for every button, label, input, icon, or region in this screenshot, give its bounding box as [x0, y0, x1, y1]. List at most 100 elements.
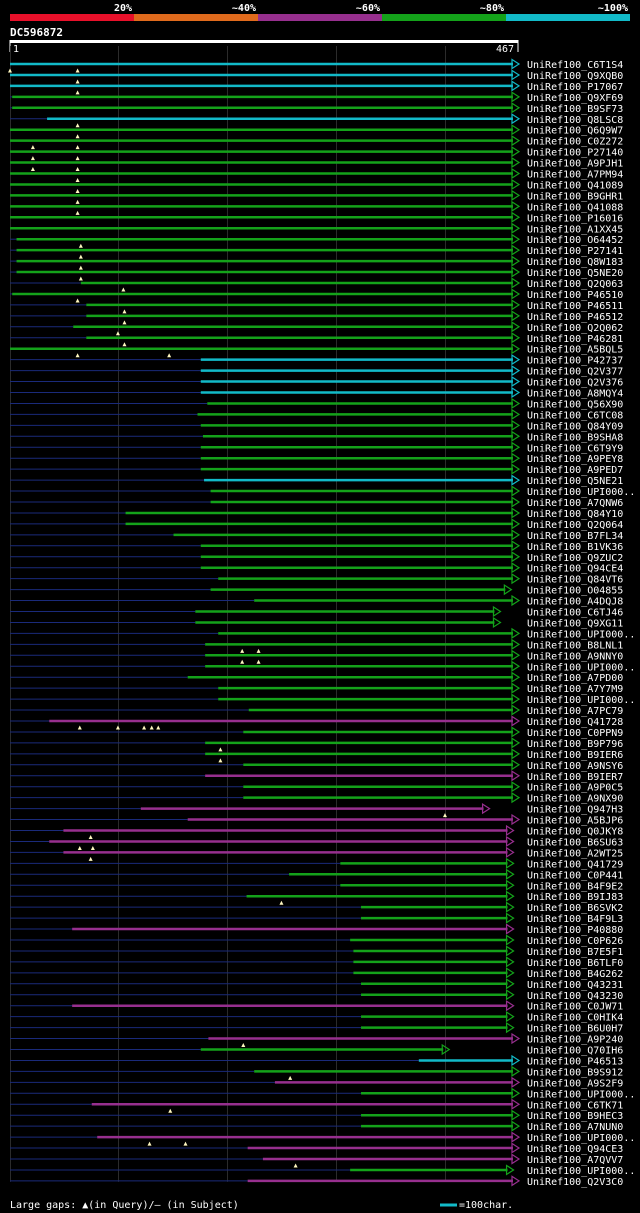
hit-row: UniRef100_A7QNW6 [10, 496, 623, 509]
hit-arrow [511, 58, 521, 70]
hit-label: UniRef100_Q9XF69 [527, 93, 623, 104]
hit-label: UniRef100_P40880 [527, 925, 623, 936]
hit-label: UniRef100_C6T1S4 [527, 60, 623, 71]
hit-row: UniRef100_Q9XF69 [10, 91, 623, 104]
hit-arrow [511, 452, 521, 464]
hit-label: UniRef100_B4F9L3 [527, 914, 623, 925]
hit-arrow [511, 649, 521, 661]
hit-arrow [505, 1164, 515, 1176]
gap-marker [75, 68, 80, 73]
hit-arrow [511, 200, 521, 212]
query-start-label: 1 [13, 44, 19, 55]
hit-row: UniRef100_P46513 [10, 1054, 623, 1067]
hit-arrow [505, 989, 515, 1001]
hit-label: UniRef100_Q5NE20 [527, 268, 623, 279]
hit-arrow [505, 901, 515, 913]
hit-row: UniRef100_A7PM94 [10, 167, 623, 182]
gap-marker [122, 309, 127, 314]
hit-row: UniRef100_Q8W183 [10, 255, 623, 270]
hit-row: UniRef100_A5BQL5 [10, 343, 623, 358]
hit-label: UniRef100_O04855 [527, 586, 623, 597]
hit-row: UniRef100_A9PEY8 [10, 452, 623, 465]
query-ruler: 1 467 [9, 40, 519, 55]
hit-row: UniRef100_Q56X90 [10, 397, 623, 410]
hit-row: UniRef100_Q41089 [10, 178, 623, 193]
hit-row: UniRef100_B9GHR1 [10, 189, 623, 204]
hit-label: UniRef100_Q6Q9W7 [527, 126, 623, 137]
hit-label: UniRef100_A9NX90 [527, 794, 623, 805]
hit-row: UniRef100_C0Z272 [10, 135, 623, 150]
hit-label: UniRef100_UPI000.. [527, 1089, 635, 1100]
hit-row: UniRef100_B9P796 [10, 737, 623, 752]
gap-marker [30, 167, 35, 172]
hit-label: UniRef100_B8LNL1 [527, 640, 623, 651]
hit-arrow [511, 441, 521, 453]
gap-marker [156, 725, 161, 730]
hit-row: UniRef100_B9HEC3 [10, 1109, 623, 1122]
hit-label: UniRef100_Q2V3C0 [527, 1177, 623, 1188]
hit-row: UniRef100_A9NX90 [10, 792, 623, 805]
gap-marker [75, 145, 80, 150]
gap-marker [115, 725, 120, 730]
hit-row: UniRef100_Q84Y09 [10, 419, 623, 432]
hit-row: UniRef100_B7E5F1 [10, 945, 623, 958]
hit-arrow [511, 792, 521, 804]
scale-segment-3 [382, 14, 506, 21]
hit-label: UniRef100_B6U0H7 [527, 1024, 623, 1035]
hit-label: UniRef100_B9IER6 [527, 750, 623, 761]
hit-label: UniRef100_B9P796 [527, 739, 623, 750]
hit-label: UniRef100_B9IJ83 [527, 892, 623, 903]
hit-arrow [511, 1175, 521, 1187]
hit-row: UniRef100_P46512 [10, 310, 623, 325]
hit-row: UniRef100_Q0JKY8 [10, 824, 623, 839]
hit-label: UniRef100_Q8W183 [527, 257, 623, 268]
hit-arrow [511, 321, 521, 333]
identity-color-scale: 20% ~40% ~60% ~80% ~100% [10, 3, 630, 21]
hit-label: UniRef100_B9SHA8 [527, 432, 623, 443]
hit-row: UniRef100_Q43230 [10, 989, 623, 1002]
gap-marker [88, 856, 93, 861]
hit-row: UniRef100_Q84Y10 [10, 507, 623, 520]
gap-marker [240, 659, 245, 664]
gap-marker [78, 276, 83, 281]
hit-label: UniRef100_A5BQL5 [527, 345, 623, 356]
hit-label: UniRef100_P46512 [527, 312, 623, 323]
hit-row: UniRef100_P16016 [10, 211, 623, 224]
hit-arrow [511, 748, 521, 760]
hit-arrow [511, 562, 521, 574]
hit-row: UniRef100_Q2V3C0 [10, 1175, 623, 1188]
hit-label: UniRef100_UPI000.. [527, 662, 635, 673]
hit-row: UniRef100_UPI000.. [10, 660, 635, 673]
scale-label-2: ~60% [356, 3, 380, 14]
hit-label: UniRef100_Q84Y09 [527, 421, 623, 432]
hit-label: UniRef100_Q43230 [527, 991, 623, 1002]
gap-marker [288, 1075, 293, 1080]
hit-rows: UniRef100_C6T1S4UniRef100_Q9XQB0UniRef10… [8, 58, 635, 1188]
hit-row: UniRef100_C6T9Y9 [10, 441, 623, 454]
hit-row: UniRef100_A7PC79 [10, 704, 623, 717]
hit-arrow [505, 824, 515, 837]
hit-label: UniRef100_UPI000.. [527, 695, 635, 706]
hit-label: UniRef100_Q41728 [527, 717, 623, 728]
hit-arrow [511, 1076, 521, 1088]
hit-row: UniRef100_A9NNY0 [10, 649, 623, 664]
hit-label: UniRef100_Q0JKY8 [527, 827, 623, 838]
scale-segment-4 [506, 14, 630, 21]
hit-arrow [511, 124, 521, 136]
hit-arrow [511, 211, 521, 223]
scale-segment-2 [258, 14, 382, 21]
hit-label: UniRef100_A7PD00 [527, 673, 623, 684]
gap-marker [75, 353, 80, 358]
gap-marker [75, 199, 80, 204]
hit-label: UniRef100_O64452 [527, 235, 623, 246]
hit-arrow [505, 857, 515, 869]
hit-arrow [511, 91, 521, 103]
gap-marker [293, 1163, 298, 1168]
hit-label: UniRef100_A9PED7 [527, 465, 623, 476]
hit-label: UniRef100_A9P240 [527, 1035, 623, 1046]
hit-arrow [511, 222, 521, 234]
hit-arrow [505, 912, 515, 924]
scale-label-4: ~100% [598, 3, 628, 14]
hit-label: UniRef100_B7E5F1 [527, 947, 623, 958]
hit-label: UniRef100_C0PPN9 [527, 728, 623, 739]
